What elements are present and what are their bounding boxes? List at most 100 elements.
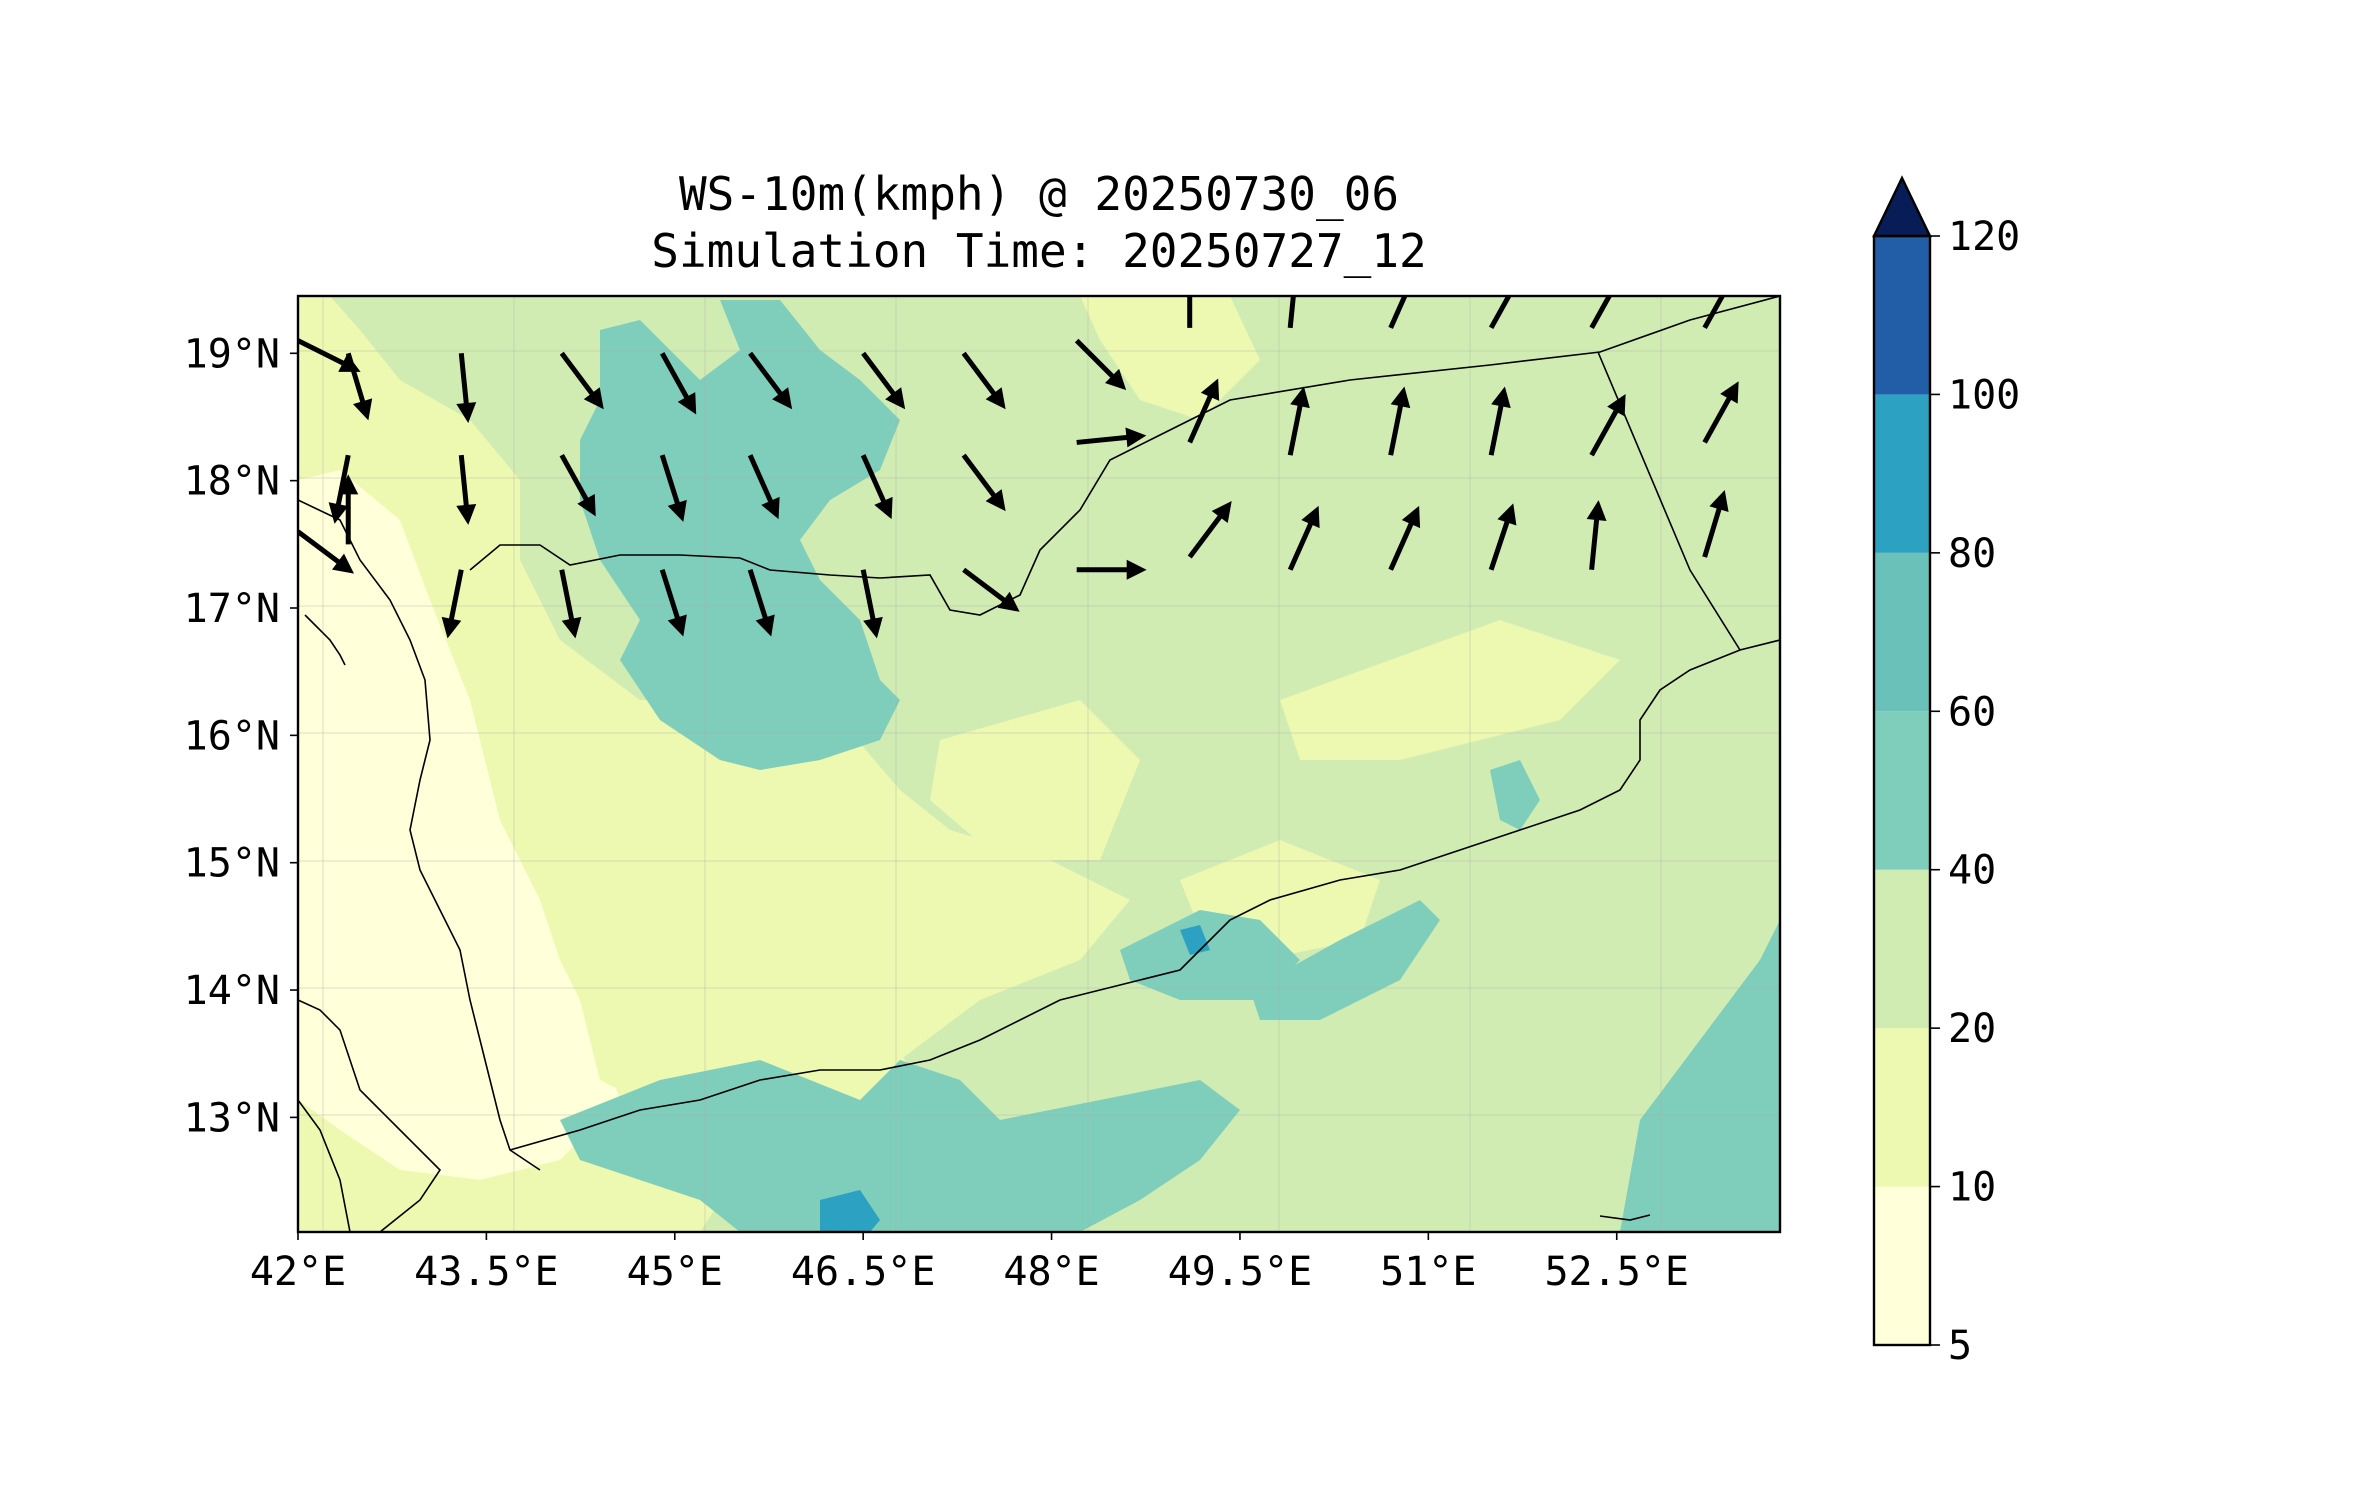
colorbar: 5 10 20 40 60 80 100 120 (1872, 175, 2020, 1369)
wind-vector (1589, 393, 1626, 457)
lat-tick-label: 14°N (184, 968, 280, 1014)
wind-vector (1702, 381, 1739, 444)
gridlines (298, 296, 1780, 1232)
wind-field-40-60-small-north (580, 440, 660, 500)
lat-tick-label: 16°N (184, 713, 280, 759)
map-frame (296, 294, 1782, 1234)
colorbar-tick-label: 80 (1948, 531, 1996, 577)
wind-vector (860, 569, 883, 639)
wind-field-40-60-east-coast (1620, 920, 1780, 1232)
coast-horn-of-africa (298, 999, 442, 1232)
wind-vector (747, 454, 780, 520)
wind-field-40-60-gulf-of-aden (560, 1060, 1240, 1232)
wind-vector (962, 567, 1020, 612)
wind-field-40-60-aden-east (1120, 910, 1300, 1000)
colorbar-segment (1874, 711, 1930, 870)
wind-vector (559, 569, 582, 639)
islands-kamaran (304, 614, 346, 666)
longitude-tick-labels: 42°E 43.5°E 45°E 46.5°E 48°E 49.5°E 51°E 52.5°E (250, 1232, 1689, 1295)
wind-vector (660, 352, 697, 415)
wind-vector (456, 454, 477, 525)
colorbar-tick-label: 5 (1948, 1323, 1972, 1369)
wind-vector (1388, 386, 1411, 456)
wind-vector (456, 353, 477, 423)
wind-field-40-60-north-jet (580, 300, 900, 770)
wind-vector (1187, 501, 1232, 559)
wind-vector (1488, 296, 1512, 330)
wind-vectors (298, 296, 1739, 639)
colorbar-segment (1874, 236, 1930, 395)
figure-title-line1: WS-10m(kmph) @ 20250730_06 (679, 167, 1399, 221)
island-socotra-fragment (1599, 1214, 1651, 1221)
wind-vector (961, 351, 1006, 410)
lon-tick-label: 42°E (250, 1249, 346, 1295)
wind-vector (961, 453, 1006, 512)
wind-vector (1488, 503, 1517, 571)
lon-tick-label: 52.5°E (1544, 1249, 1689, 1295)
coast-southern-yemen (509, 639, 1780, 1151)
lat-tick-label: 15°N (184, 841, 280, 887)
wind-vector (1074, 338, 1127, 391)
wind-vector (338, 474, 359, 545)
wind-vector (747, 569, 775, 637)
wind-vector (748, 351, 793, 410)
colorbar-blocks (1874, 236, 1930, 1345)
colorbar-tick-labels: 5 10 20 40 60 80 100 120 (1930, 214, 2020, 1369)
wind-vector (1287, 296, 1296, 329)
lon-tick-label: 43.5°E (414, 1249, 559, 1295)
wind-field-light-east-band (1280, 620, 1620, 760)
figure-title-line2: Simulation Time: 20250727_12 (651, 224, 1426, 278)
wind-vector (1702, 490, 1729, 558)
colorbar-tick-label: 100 (1948, 372, 2020, 418)
wind-vector (1586, 500, 1607, 571)
colorbar-segment (1874, 1186, 1930, 1345)
lat-tick-label: 17°N (184, 586, 280, 632)
border-yemen-oman (1597, 351, 1741, 651)
wind-vector (559, 351, 604, 410)
wind-vector (328, 454, 351, 524)
wind-vector (1076, 559, 1147, 580)
wind-vector (345, 352, 373, 421)
colorbar-extend-max (1872, 175, 1932, 238)
wind-vector (1702, 296, 1726, 330)
colorbar-segment (1874, 394, 1930, 553)
wind-vector (861, 351, 906, 410)
wind-vector (659, 569, 687, 637)
wind-field-60-80-peak (820, 1190, 880, 1232)
lon-tick-label: 49.5°E (1168, 1249, 1313, 1295)
wind-field-red-sea-coast (298, 470, 620, 1180)
lon-tick-label: 45°E (627, 1249, 723, 1295)
colorbar-segment (1874, 1028, 1930, 1187)
wind-vector (1488, 386, 1511, 456)
wind-vector (441, 569, 464, 639)
colorbar-segment (1874, 552, 1930, 712)
colorbar-tick-label: 60 (1948, 689, 1996, 735)
wind-vector (1287, 386, 1310, 456)
colorbar-tick-label: 120 (1948, 214, 2020, 260)
wind-vector (1187, 378, 1220, 444)
lat-tick-label: 13°N (184, 1095, 280, 1141)
wind-vector (559, 453, 596, 517)
colorbar-tick-label: 20 (1948, 1006, 1996, 1052)
wind-vector (659, 454, 687, 522)
wind-field-40-60-small-east (1490, 760, 1540, 830)
colorbar-tick-label: 10 (1948, 1165, 1996, 1211)
border-saudi-yemen (469, 296, 1780, 616)
latitude-tick-labels: 19°N 18°N 17°N 16°N 15°N 14°N 13°N (184, 331, 298, 1141)
colorbar-segment (1874, 869, 1930, 1029)
coast-red-sea (298, 499, 541, 1171)
lat-tick-label: 19°N (184, 331, 280, 377)
lon-tick-label: 51°E (1380, 1249, 1476, 1295)
wind-vector (1388, 296, 1408, 329)
wind-vector (860, 454, 893, 520)
country-borders (298, 296, 1780, 1232)
wind-vector (1076, 427, 1147, 448)
wind-field-40-60-mukalla (1250, 900, 1440, 1020)
lon-tick-label: 46.5°E (791, 1249, 936, 1295)
wind-vector (1187, 296, 1193, 328)
lon-tick-label: 48°E (1003, 1249, 1099, 1295)
wind-vector (1589, 296, 1613, 330)
lat-tick-label: 18°N (184, 459, 280, 505)
coast-eritrea-inner (298, 1099, 351, 1232)
